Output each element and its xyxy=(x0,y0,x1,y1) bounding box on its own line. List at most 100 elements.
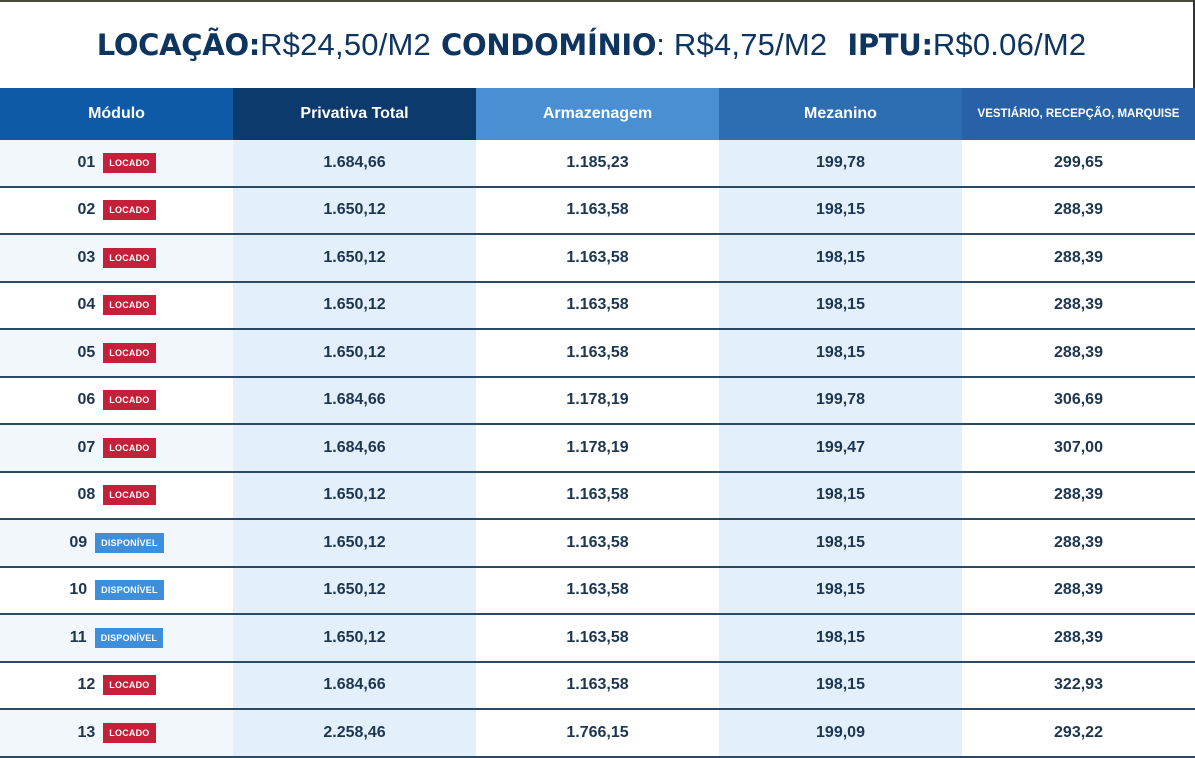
cell-vestiario: 288,39 xyxy=(962,186,1195,235)
cell-mezanino: 199,78 xyxy=(719,376,962,425)
cell-armazenagem: 1.163,58 xyxy=(476,519,719,568)
cell-privativa: 1.684,66 xyxy=(233,140,476,188)
cell-privativa: 1.684,66 xyxy=(233,424,476,473)
cell-privativa: 1.650,12 xyxy=(233,614,476,663)
table-row: 02 LOCADO 1.650,12 1.163,58 198,15 288,39 xyxy=(0,186,1195,235)
cell-armazenagem: 1.163,58 xyxy=(476,471,719,520)
cell-privativa: 1.650,12 xyxy=(233,234,476,283)
locacao-label: LOCAÇÃO: xyxy=(96,28,261,62)
module-number: 09 xyxy=(69,533,88,551)
cell-privativa: 1.650,12 xyxy=(233,566,476,615)
module-number: 12 xyxy=(77,676,96,694)
module-number: 10 xyxy=(69,581,88,599)
column-header-modulo: Módulo xyxy=(0,88,233,140)
condominio-label: CONDOMÍNIO xyxy=(440,28,657,62)
top-border xyxy=(0,0,1195,2)
modules-table: Módulo Privativa Total Armazenagem Mezan… xyxy=(0,88,1195,758)
cell-privativa: 2.258,46 xyxy=(233,709,476,758)
cell-modulo: 04 LOCADO xyxy=(0,281,233,330)
cell-vestiario: 288,39 xyxy=(962,329,1195,378)
cell-mezanino: 198,15 xyxy=(719,329,962,378)
table-row: 06 LOCADO 1.684,66 1.178,19 199,78 306,69 xyxy=(0,376,1195,425)
table-row: 07 LOCADO 1.684,66 1.178,19 199,47 307,00 xyxy=(0,424,1195,473)
table-row: 08 LOCADO 1.650,12 1.163,58 198,15 288,39 xyxy=(0,471,1195,520)
table-row: 03 LOCADO 1.650,12 1.163,58 198,15 288,39 xyxy=(0,234,1195,283)
iptu-label: IPTU: xyxy=(847,28,933,62)
cell-mezanino: 198,15 xyxy=(719,234,962,283)
locacao-value: R$24,50/M2 xyxy=(260,27,431,62)
cell-modulo: 02 LOCADO xyxy=(0,186,233,235)
status-badge: LOCADO xyxy=(103,485,156,506)
module-number: 05 xyxy=(77,343,96,361)
cell-vestiario: 288,39 xyxy=(962,566,1195,615)
status-badge: LOCADO xyxy=(103,200,156,221)
table-row: 09 DISPONÍVEL 1.650,12 1.163,58 198,15 288,39 xyxy=(0,519,1195,568)
status-badge: DISPONÍVEL xyxy=(94,627,164,648)
cell-modulo: 13 LOCADO xyxy=(0,709,233,758)
status-badge: LOCADO xyxy=(103,342,156,363)
cell-mezanino: 198,15 xyxy=(719,186,962,235)
cell-armazenagem: 1.185,23 xyxy=(476,140,719,188)
cell-armazenagem: 1.163,58 xyxy=(476,186,719,235)
status-badge: DISPONÍVEL xyxy=(95,532,164,553)
cell-modulo: 12 LOCADO xyxy=(0,661,233,710)
module-number: 11 xyxy=(69,628,87,646)
module-number: 04 xyxy=(77,296,96,314)
cell-modulo: 07 LOCADO xyxy=(0,424,233,473)
cell-vestiario: 307,00 xyxy=(962,424,1195,473)
cell-armazenagem: 1.178,19 xyxy=(476,424,719,473)
module-number: 13 xyxy=(77,723,96,741)
pricing-header: LOCAÇÃO: R$24,50/M2 CONDOMÍNIO : R$4,75/… xyxy=(0,2,1193,88)
cell-vestiario: 288,39 xyxy=(962,281,1195,330)
cell-mezanino: 199,78 xyxy=(719,140,962,188)
status-badge: LOCADO xyxy=(103,390,156,411)
table-row: 01 LOCADO 1.684,66 1.185,23 199,78 299,65 xyxy=(0,140,1195,188)
cell-mezanino: 198,15 xyxy=(719,471,962,520)
cell-privativa: 1.650,12 xyxy=(233,519,476,568)
cell-privativa: 1.650,12 xyxy=(233,329,476,378)
status-badge: LOCADO xyxy=(103,247,156,268)
cell-modulo: 08 LOCADO xyxy=(0,471,233,520)
cell-vestiario: 293,22 xyxy=(962,709,1195,758)
cell-modulo: 10 DISPONÍVEL xyxy=(0,566,233,615)
cell-mezanino: 199,09 xyxy=(719,709,962,758)
cell-modulo: 11 DISPONÍVEL xyxy=(0,614,233,663)
table-row: 12 LOCADO 1.684,66 1.163,58 198,15 322,93 xyxy=(0,661,1195,710)
module-number: 02 xyxy=(77,201,96,219)
cell-armazenagem: 1.163,58 xyxy=(476,614,719,663)
cell-armazenagem: 1.766,15 xyxy=(476,709,719,758)
cell-mezanino: 198,15 xyxy=(719,614,962,663)
condominio-value: : R$4,75/M2 xyxy=(656,27,828,62)
module-number: 07 xyxy=(77,438,96,456)
cell-vestiario: 288,39 xyxy=(962,519,1195,568)
module-number: 03 xyxy=(77,248,96,266)
cell-vestiario: 322,93 xyxy=(962,661,1195,710)
cell-privativa: 1.684,66 xyxy=(233,376,476,425)
cell-mezanino: 198,15 xyxy=(719,281,962,330)
cell-privativa: 1.650,12 xyxy=(233,281,476,330)
cell-mezanino: 198,15 xyxy=(719,661,962,710)
cell-privativa: 1.684,66 xyxy=(233,661,476,710)
cell-mezanino: 199,47 xyxy=(719,424,962,473)
cell-modulo: 05 LOCADO xyxy=(0,329,233,378)
cell-armazenagem: 1.178,19 xyxy=(476,376,719,425)
column-header-vestiario: VESTIÁRIO, RECEPÇÃO, MARQUISE xyxy=(962,88,1195,140)
cell-modulo: 06 LOCADO xyxy=(0,376,233,425)
cell-privativa: 1.650,12 xyxy=(233,186,476,235)
cell-armazenagem: 1.163,58 xyxy=(476,281,719,330)
table-header-row: Módulo Privativa Total Armazenagem Mezan… xyxy=(0,88,1195,140)
column-header-privativa: Privativa Total xyxy=(233,88,476,140)
table-row: 05 LOCADO 1.650,12 1.163,58 198,15 288,39 xyxy=(0,329,1195,378)
module-number: 08 xyxy=(77,486,96,504)
cell-armazenagem: 1.163,58 xyxy=(476,566,719,615)
status-badge: LOCADO xyxy=(103,152,156,173)
column-header-mezanino: Mezanino xyxy=(719,88,962,140)
cell-modulo: 03 LOCADO xyxy=(0,234,233,283)
table-row: 13 LOCADO 2.258,46 1.766,15 199,09 293,22 xyxy=(0,709,1195,758)
cell-modulo: 01 LOCADO xyxy=(0,140,233,188)
cell-vestiario: 288,39 xyxy=(962,614,1195,663)
status-badge: LOCADO xyxy=(103,437,156,458)
cell-privativa: 1.650,12 xyxy=(233,471,476,520)
table-row: 11 DISPONÍVEL 1.650,12 1.163,58 198,15 288,39 xyxy=(0,614,1195,663)
module-number: 01 xyxy=(77,153,96,171)
